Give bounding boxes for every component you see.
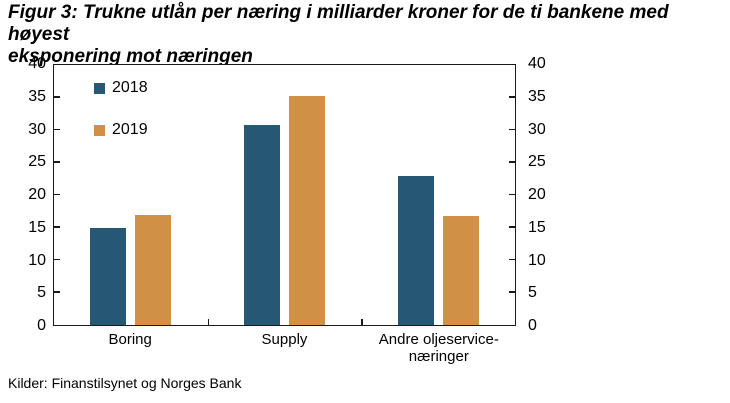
bar-supply-2019 xyxy=(289,95,325,325)
bar-group-boring xyxy=(54,65,208,325)
y-tick-mark xyxy=(509,193,515,195)
y-tick-label: 15 xyxy=(528,218,546,236)
y-tick-label: 30 xyxy=(528,120,546,138)
bar-supply-2018 xyxy=(244,124,280,325)
legend-label-2019: 2019 xyxy=(112,121,148,138)
source-note: Kilder: Finanstilsynet og Norges Bank xyxy=(8,375,242,391)
y-tick-mark xyxy=(54,226,60,228)
legend-swatch-2019 xyxy=(94,124,105,136)
bar-andre-oljeservice-2019 xyxy=(442,216,479,325)
y-axis-right: 0 5 10 15 20 25 30 35 40 xyxy=(528,56,568,334)
y-tick-mark xyxy=(54,291,60,293)
y-tick-mark xyxy=(54,193,60,195)
y-tick-mark xyxy=(509,161,515,163)
x-label-supply: Supply xyxy=(261,331,308,348)
bar-boring-2019 xyxy=(135,214,172,325)
y-tick-mark xyxy=(509,128,515,130)
y-tick-mark xyxy=(54,161,60,163)
legend-swatch-2018 xyxy=(94,82,105,94)
y-tick-label: 40 xyxy=(528,55,546,72)
y-axis-left: 0 5 10 15 20 25 30 35 40 xyxy=(0,56,46,334)
legend: 2018 2019 xyxy=(94,79,148,163)
y-tick-label: 10 xyxy=(528,251,546,269)
y-tick-mark xyxy=(54,128,60,130)
figure-title: Figur 3: Trukne utlån per næring i milli… xyxy=(8,2,669,67)
bar-boring-2018 xyxy=(90,227,127,325)
y-tick-label: 10 xyxy=(28,251,46,269)
y-tick-label: 25 xyxy=(528,153,546,171)
tick-marks xyxy=(54,65,515,325)
y-tick-mark xyxy=(54,96,60,98)
x-axis-labels: Boring Supply Andre oljeservice- næringe… xyxy=(53,331,516,365)
bar-group-andre-oljeservice xyxy=(361,65,515,325)
y-tick-label: 0 xyxy=(37,317,46,334)
x-label-boring: Boring xyxy=(108,331,152,348)
bar-andre-oljeservice-2018 xyxy=(397,175,434,325)
y-tick-mark xyxy=(509,226,515,228)
y-tick-mark xyxy=(509,291,515,293)
legend-item-2018: 2018 xyxy=(94,79,148,97)
y-tick-label: 25 xyxy=(28,153,46,171)
y-tick-label: 5 xyxy=(37,284,46,302)
bar-group-supply xyxy=(208,65,362,325)
plot-area: 2018 2019 xyxy=(53,64,516,326)
y-tick-label: 5 xyxy=(528,284,537,302)
y-tick-label: 20 xyxy=(28,186,46,203)
y-tick-mark xyxy=(54,258,60,260)
x-label-andre-oljeservice: Andre oljeservice- næringer xyxy=(378,331,499,365)
y-tick-label: 35 xyxy=(528,87,546,105)
y-tick-label: 30 xyxy=(28,120,46,138)
y-tick-label: 15 xyxy=(28,218,46,236)
x-tick-mark xyxy=(361,319,363,325)
y-tick-mark xyxy=(509,258,515,260)
x-tick-mark xyxy=(207,319,210,325)
y-tick-label: 0 xyxy=(528,317,537,334)
legend-item-2019: 2019 xyxy=(94,121,148,139)
y-tick-label: 20 xyxy=(528,186,546,203)
y-tick-label: 40 xyxy=(28,55,46,72)
y-tick-mark xyxy=(509,96,515,98)
bar-groups xyxy=(54,65,515,325)
y-tick-label: 35 xyxy=(28,87,46,105)
legend-label-2018: 2018 xyxy=(112,79,148,96)
